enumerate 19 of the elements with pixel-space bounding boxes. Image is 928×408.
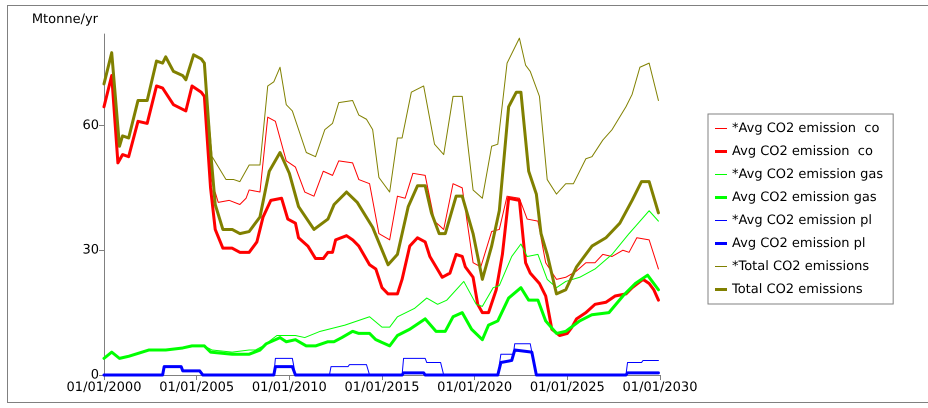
x-tick-label: 01/01/2010 [252, 380, 327, 395]
legend-label: Total CO2 emissions [731, 282, 863, 297]
legend-label: *Total CO2 emissions [732, 259, 870, 274]
x-tick-label: 01/01/2005 [159, 380, 234, 395]
y-tick-label: 60 [82, 118, 99, 133]
legend-label: Avg CO2 emission pl [732, 236, 866, 251]
y-axis-title: Mtonne/yr [32, 12, 99, 27]
legend-label: Avg CO2 emission co [732, 144, 873, 159]
legend-label: Avg CO2 emission gas [732, 190, 877, 205]
x-tick-label: 01/01/2025 [530, 380, 605, 395]
x-tick-label: 01/01/2020 [437, 380, 512, 395]
legend-label: *Avg CO2 emission pl [732, 213, 872, 228]
x-tick-label: 01/01/2015 [344, 380, 420, 395]
x-tick-label: 01/01/2000 [66, 380, 142, 395]
y-tick-label: 0 [90, 368, 99, 382]
y-tick-label: 30 [82, 242, 99, 258]
legend-label: *Avg CO2 emission co [732, 121, 880, 136]
x-tick-label: 01/01/2030 [622, 380, 698, 395]
legend-label: *Avg CO2 emission gas [732, 167, 884, 182]
